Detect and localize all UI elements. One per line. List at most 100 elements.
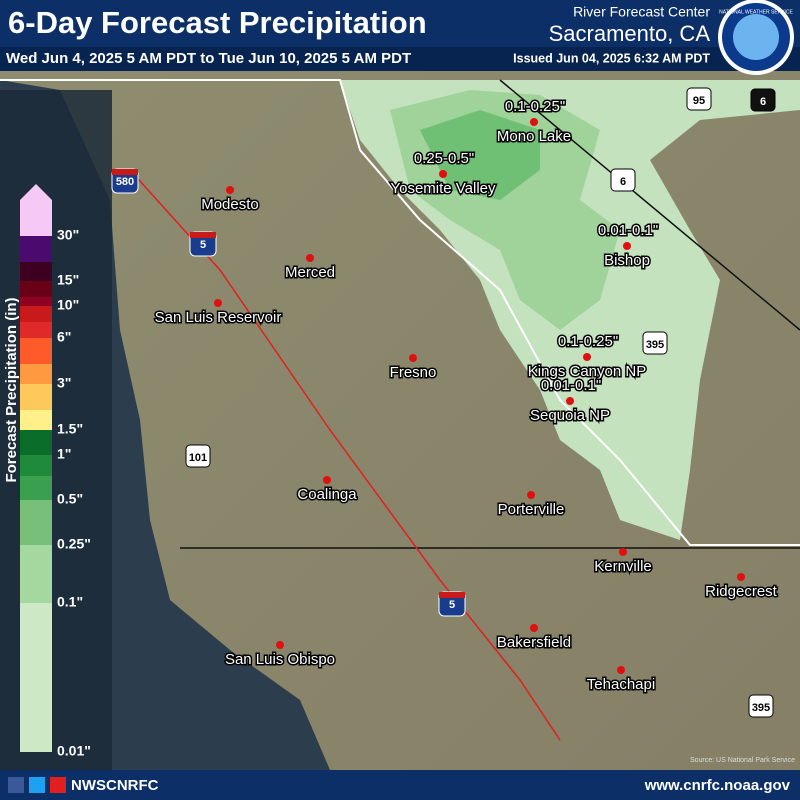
issued: Issued Jun 04, 2025 6:32 AM PDT bbox=[513, 51, 710, 65]
legend-label: 10" bbox=[57, 297, 79, 313]
amount-label: 0.01-0.1" bbox=[541, 377, 601, 394]
city-dot bbox=[530, 118, 538, 126]
legend-panel bbox=[0, 90, 112, 770]
city-dot bbox=[323, 476, 331, 484]
legend-swatch bbox=[20, 476, 52, 500]
shield-number: 6 bbox=[760, 96, 766, 108]
legend-swatch bbox=[20, 364, 52, 384]
legend-swatch bbox=[20, 297, 52, 306]
shield-number: 5 bbox=[200, 239, 206, 251]
basin-boundary bbox=[0, 79, 800, 546]
legend-swatch bbox=[20, 430, 52, 455]
shield-number: 580 bbox=[116, 176, 134, 188]
legend-label: 0.1" bbox=[57, 594, 83, 610]
route-shield bbox=[750, 88, 776, 112]
city-dot bbox=[306, 254, 314, 262]
city-dot bbox=[623, 242, 631, 250]
route-shield bbox=[686, 87, 712, 111]
legend-swatch bbox=[20, 281, 52, 297]
city-dot bbox=[566, 397, 574, 405]
shield-number: 6 bbox=[620, 176, 626, 188]
city-dot bbox=[583, 353, 591, 361]
city-label: Kings Canyon NP bbox=[528, 363, 646, 380]
city-label: Modesto bbox=[201, 196, 259, 213]
city-dot bbox=[617, 666, 625, 674]
city-label: San Luis Obispo bbox=[225, 651, 335, 668]
legend-swatch bbox=[20, 262, 52, 281]
legend-swatch bbox=[20, 500, 52, 545]
shield-top bbox=[439, 592, 465, 598]
city-label: Bakersfield bbox=[497, 634, 571, 651]
city-label: Porterville bbox=[498, 501, 565, 518]
city-label: Coalinga bbox=[297, 486, 357, 503]
legend-label: 1" bbox=[57, 446, 71, 462]
legend-label: 30" bbox=[57, 227, 79, 243]
legend-arrow bbox=[20, 184, 52, 200]
legend-label: 3" bbox=[57, 375, 71, 391]
shield-number: 101 bbox=[189, 452, 207, 464]
city-dot bbox=[409, 354, 417, 362]
shield-top bbox=[112, 169, 138, 175]
legend-title: Forecast Precipitation (in) bbox=[3, 297, 20, 482]
legend-label: 1.5" bbox=[57, 421, 83, 437]
subtitle-bar bbox=[0, 47, 800, 71]
city-dot bbox=[527, 491, 535, 499]
shield-number: 395 bbox=[752, 702, 770, 714]
city-label: Sequoia NP bbox=[530, 407, 610, 424]
city-dot bbox=[276, 641, 284, 649]
amount-label: 0.1-0.25" bbox=[505, 98, 565, 115]
source: Source: US National Park Service bbox=[690, 757, 795, 764]
amount-label: 0.25-0.5" bbox=[414, 150, 474, 167]
legend: 30" 15" 10" 6" 3" 1.5" 1" 0.5" 0.25" 0.1" 0.01" bbox=[20, 184, 91, 759]
legend-swatch bbox=[20, 338, 52, 364]
footer bbox=[0, 770, 800, 800]
city-label: Kernville bbox=[594, 558, 652, 575]
amount-label: 0.01-0.1" bbox=[598, 222, 658, 239]
city-dot bbox=[619, 548, 627, 556]
city-label: Ridgecrest bbox=[705, 583, 778, 600]
legend-swatch bbox=[20, 603, 52, 752]
title: 6-Day Forecast Precipitation bbox=[8, 5, 427, 40]
city-label: Tehachapi bbox=[587, 676, 655, 693]
legend-swatch bbox=[20, 384, 52, 410]
logo-text: NATIONAL WEATHER SERVICE bbox=[719, 9, 793, 15]
city-label: Fresno bbox=[390, 364, 437, 381]
city-dot bbox=[439, 170, 447, 178]
period: Wed Jun 4, 2025 5 AM PDT to Tue Jun 10, … bbox=[6, 50, 411, 67]
route-shield bbox=[185, 444, 211, 468]
legend-label: 15" bbox=[57, 272, 79, 288]
city-label: Mono Lake bbox=[497, 128, 571, 145]
location: Sacramento, CA bbox=[549, 21, 711, 46]
shield-top bbox=[190, 232, 216, 238]
url[interactable]: www.cnrfc.noaa.gov bbox=[644, 777, 791, 794]
legend-swatch bbox=[20, 306, 52, 322]
route-shield bbox=[610, 168, 636, 192]
city-dot bbox=[226, 186, 234, 194]
office: River Forecast Center bbox=[573, 4, 710, 20]
legend-swatch bbox=[20, 455, 52, 476]
legend-label: 0.25" bbox=[57, 536, 91, 552]
city-dot bbox=[530, 624, 538, 632]
facebook-icon[interactable] bbox=[8, 777, 24, 793]
shield-number: 395 bbox=[646, 339, 664, 351]
legend-swatch bbox=[20, 322, 52, 338]
legend-swatch bbox=[20, 200, 52, 236]
city-label: Merced bbox=[285, 264, 335, 281]
logo-center bbox=[733, 14, 779, 60]
route-shield bbox=[642, 331, 668, 355]
twitter-icon[interactable] bbox=[29, 777, 45, 793]
legend-label: 0.5" bbox=[57, 491, 83, 507]
city-label: San Luis Reservoir bbox=[155, 309, 282, 326]
legend-label: 6" bbox=[57, 329, 71, 345]
legend-swatch bbox=[20, 236, 52, 262]
youtube-icon[interactable] bbox=[50, 777, 66, 793]
precip-high bbox=[420, 110, 540, 200]
city-label: Yosemite Valley bbox=[390, 180, 496, 197]
handle[interactable]: NWSCNRFC bbox=[71, 777, 159, 794]
legend-label: 0.01" bbox=[57, 743, 91, 759]
legend-swatch bbox=[20, 410, 52, 430]
state-boundary bbox=[180, 79, 800, 549]
city-label: Bishop bbox=[604, 252, 650, 269]
shield-number: 5 bbox=[449, 599, 455, 611]
